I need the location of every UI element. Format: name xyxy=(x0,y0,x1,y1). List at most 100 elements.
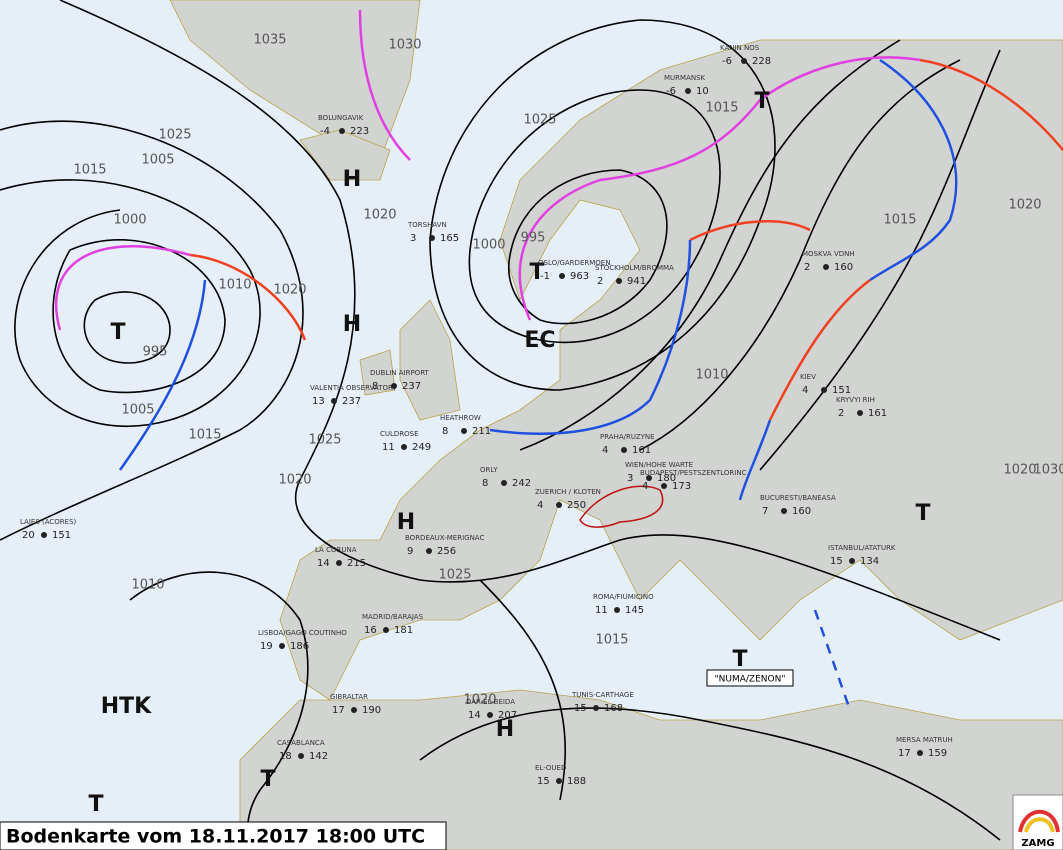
station-name: GIBRALTAR xyxy=(330,693,368,701)
station-name: ROMA/FIUMICINO xyxy=(593,593,654,601)
isobar-label: 1035 xyxy=(253,33,286,48)
station-pressure: 180 xyxy=(657,473,676,484)
station-temp: 4 xyxy=(537,500,543,511)
station-temp: 7 xyxy=(762,506,768,517)
station-dot xyxy=(41,532,47,538)
station-pressure: 145 xyxy=(625,605,644,616)
station-name: BOLUNGAVIK xyxy=(318,114,364,122)
station-pressure: 161 xyxy=(632,445,651,456)
isobar xyxy=(0,179,261,428)
station-pressure: 188 xyxy=(567,776,586,787)
station-dot xyxy=(821,387,827,393)
isobar xyxy=(639,59,961,451)
station-name: ISTANBUL/ATATURK xyxy=(828,544,896,552)
station-dot xyxy=(383,627,389,633)
isobar-label: 1025 xyxy=(523,113,556,128)
station-pressure: 207 xyxy=(498,710,517,721)
station-temp: 3 xyxy=(410,233,416,244)
isobar-label: 1000 xyxy=(472,238,505,253)
station-name: WIEN/HOHE WARTE xyxy=(625,461,693,469)
station-pressure: 237 xyxy=(342,396,361,407)
occluded-front xyxy=(518,56,921,321)
isobar-label: 995 xyxy=(143,345,168,360)
isobar-label: 995 xyxy=(521,231,546,246)
station-pressure: 10 xyxy=(696,86,709,97)
station-temp: 3 xyxy=(627,473,633,484)
station-pressure: 165 xyxy=(440,233,459,244)
station-dot xyxy=(685,88,691,94)
isobar-label: 1005 xyxy=(121,403,154,418)
isobar-label: 1020 xyxy=(363,208,396,223)
station-name: EL-OUED xyxy=(535,764,566,772)
isobar-label: 1025 xyxy=(308,433,341,448)
station-dot xyxy=(556,502,562,508)
austria-border xyxy=(579,485,664,528)
station-temp: 18 xyxy=(279,751,292,762)
station-temp: 11 xyxy=(382,442,395,453)
pressure-center: H xyxy=(496,717,514,742)
station-temp: 13 xyxy=(312,396,325,407)
isobar xyxy=(479,579,567,801)
warm-front xyxy=(689,220,811,242)
storm-label: "NUMA/ZENON" xyxy=(715,675,786,685)
station-pressure: 190 xyxy=(362,705,381,716)
station-dot xyxy=(429,235,435,241)
pressure-center: T xyxy=(110,320,125,345)
station-pressure: 159 xyxy=(928,748,947,759)
warm-front xyxy=(189,253,307,341)
station-dot xyxy=(351,707,357,713)
station-name: OSLO/GARDERMOEN xyxy=(538,259,610,267)
isobar xyxy=(519,39,901,451)
pressure-center: T xyxy=(88,792,103,817)
station-name: DAR-EL-BEIDA xyxy=(466,698,515,706)
station-pressure: 211 xyxy=(472,426,491,437)
station-dot xyxy=(501,480,507,486)
station-name: BORDEAUX-MERIGNAC xyxy=(405,534,484,542)
station-dot xyxy=(614,607,620,613)
station-dot xyxy=(426,548,432,554)
isobars xyxy=(0,0,1001,850)
station-pressure: 249 xyxy=(412,442,431,453)
cold-front xyxy=(738,419,772,501)
isobar-label: 1015 xyxy=(705,101,738,116)
station-dot xyxy=(593,705,599,711)
station-name: KANIN NOS xyxy=(720,44,760,52)
isobar-label: 1030 xyxy=(388,38,421,53)
station-name: MADRID/BARAJAS xyxy=(362,613,424,621)
station-temp: 17 xyxy=(898,748,911,759)
pressure-center: EC xyxy=(524,328,555,353)
station-pressure: 963 xyxy=(570,271,589,282)
station-name: LA CORUNA xyxy=(315,546,357,554)
station-pressure: 237 xyxy=(402,381,421,392)
isobar-label: 1015 xyxy=(595,633,628,648)
station-temp: 16 xyxy=(364,625,377,636)
isobar-label: 1010 xyxy=(218,278,251,293)
station-name: BUDAPEST/PESTSZENTLORINC xyxy=(640,469,747,477)
station-temp: 11 xyxy=(595,605,608,616)
station-temp: 2 xyxy=(804,262,810,273)
station-dot xyxy=(857,410,863,416)
station-temp: 4 xyxy=(642,481,648,492)
station-pressure: 160 xyxy=(834,262,853,273)
station-temp: 20 xyxy=(22,530,35,541)
cold-front xyxy=(489,239,692,435)
station-name: KRYVYI RIH xyxy=(836,396,875,404)
station-dot xyxy=(917,750,923,756)
isobar-label: 1020 xyxy=(1003,463,1036,478)
station-dot xyxy=(401,444,407,450)
station-pressure: 134 xyxy=(860,556,879,567)
station-name: MERSA MATRUH xyxy=(896,736,953,744)
station-dot xyxy=(781,508,787,514)
isobar-label: 1020 xyxy=(1008,198,1041,213)
land xyxy=(169,0,1063,850)
station-temp: 17 xyxy=(332,705,345,716)
isobar-label: 1020 xyxy=(278,473,311,488)
station-temp: 4 xyxy=(602,445,608,456)
occluded-front xyxy=(54,245,191,331)
station-temp: 8 xyxy=(372,381,378,392)
station-name: STOCKHOLM/BROMMA xyxy=(595,264,674,272)
station-temp: -6 xyxy=(666,86,676,97)
isobar xyxy=(429,19,776,391)
station-dot xyxy=(646,475,652,481)
